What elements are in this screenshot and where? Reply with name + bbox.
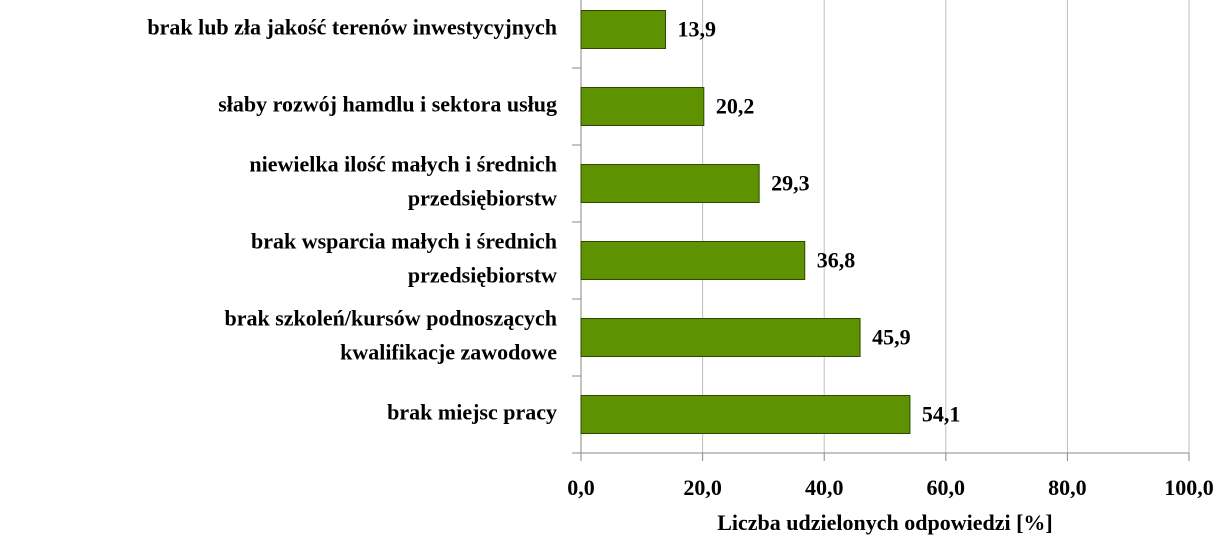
value-label: 29,3 [771, 171, 810, 196]
value-label: 54,1 [922, 402, 961, 427]
bar [580, 87, 705, 126]
y-tick-label: przedsiębiorstw [408, 186, 557, 211]
bar [580, 241, 806, 280]
bar [580, 318, 861, 357]
x-tick-label: 100,0 [1164, 475, 1214, 500]
y-tick-label: brak lub zła jakość terenów inwestycyjny… [147, 15, 557, 40]
y-tick-label: kwalifikacje zawodowe [340, 340, 557, 365]
x-axis-title: Liczba udzielonych odpowiedzi [%] [717, 510, 1053, 535]
bar [580, 395, 911, 434]
y-tick-label: niewielka ilość małych i średnich [249, 152, 557, 177]
bar [580, 164, 760, 203]
y-tick-label: brak szkoleń/kursów podnoszących [224, 306, 557, 331]
x-tick-label: 0,0 [567, 475, 595, 500]
y-tick-label: przedsiębiorstw [408, 263, 557, 288]
x-tick-label: 20,0 [683, 475, 722, 500]
y-tick-label: brak wsparcia małych i średnich [251, 229, 557, 254]
value-label: 20,2 [716, 94, 755, 119]
bar [580, 10, 667, 49]
y-tick-label: brak miejsc pracy [387, 400, 557, 425]
x-tick-label: 80,0 [1048, 475, 1087, 500]
value-label: 45,9 [872, 325, 911, 350]
x-tick-label: 40,0 [805, 475, 844, 500]
value-label: 36,8 [817, 248, 856, 273]
y-tick-label: słaby rozwój hamdlu i sektora usług [218, 92, 557, 117]
value-label: 13,9 [678, 17, 717, 42]
x-tick-label: 60,0 [927, 475, 966, 500]
